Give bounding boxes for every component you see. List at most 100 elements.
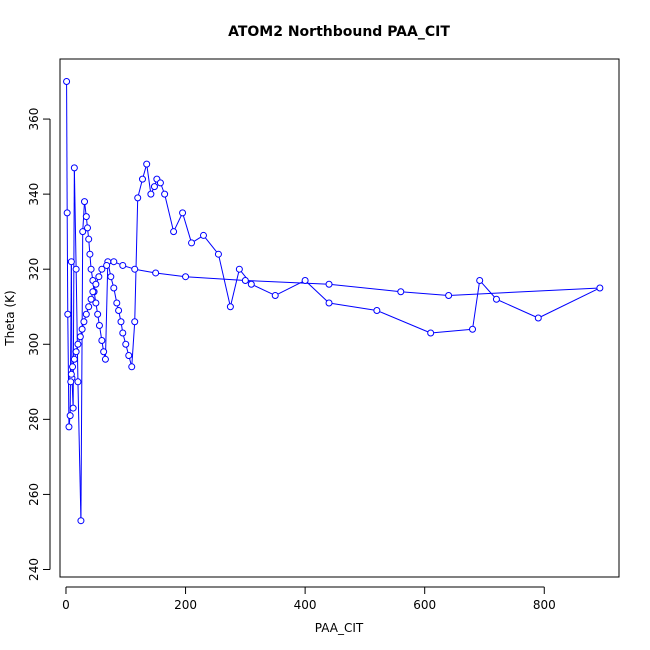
data-point: [85, 303, 93, 311]
y-tick-label: 300: [27, 333, 41, 356]
data-point: [70, 355, 78, 363]
series-line-segment: [66, 81, 68, 213]
series-line-segment: [134, 268, 156, 274]
series-line-segment: [75, 269, 79, 382]
series-line-segment: [304, 280, 330, 304]
data-point: [65, 423, 73, 431]
data-point: [92, 299, 100, 307]
data-point: [74, 378, 82, 386]
data-point: [150, 183, 158, 191]
data-point: [80, 318, 88, 326]
data-point: [147, 190, 155, 198]
data-point: [100, 348, 108, 356]
data-point: [156, 179, 164, 187]
data-point: [67, 378, 75, 386]
series-line-segment: [400, 291, 449, 296]
y-tick-label: 340: [27, 183, 41, 206]
data-point: [199, 231, 207, 239]
data-point: [92, 280, 100, 288]
series-line-segment: [80, 231, 84, 521]
series-line-segment: [430, 328, 473, 334]
data-point: [247, 280, 255, 288]
series-line-segment: [328, 302, 377, 311]
data-point: [69, 363, 77, 371]
data-point: [170, 228, 178, 236]
data-point: [427, 329, 435, 337]
series-line-segment: [217, 254, 231, 307]
data-point: [119, 261, 127, 269]
data-point: [113, 299, 121, 307]
series-line-segment: [229, 269, 240, 307]
data-point: [63, 78, 71, 86]
data-point: [72, 348, 80, 356]
data-point: [139, 175, 147, 183]
data-point: [445, 291, 453, 299]
data-point: [325, 299, 333, 307]
data-point: [82, 310, 90, 318]
data-point: [77, 517, 85, 525]
data-point: [117, 318, 125, 326]
data-point: [89, 288, 97, 296]
data-point: [534, 314, 542, 322]
data-point: [95, 273, 103, 281]
y-axis: 240 260 280 300 320 340 360: [27, 108, 51, 581]
y-tick-label: 280: [27, 408, 41, 431]
series-line-segment: [376, 310, 431, 334]
data-point: [469, 325, 477, 333]
x-tick-label: 0: [62, 598, 70, 612]
data-point: [63, 209, 71, 217]
data-point: [188, 239, 196, 247]
chart-title: ATOM2 Northbound PAA_CIT: [228, 24, 450, 40]
data-point: [131, 265, 139, 273]
data-point: [115, 306, 123, 314]
data-point: [476, 276, 484, 284]
data-point: [143, 160, 151, 168]
series-line-segment: [131, 321, 136, 367]
data-point: [76, 333, 84, 341]
data-point: [87, 265, 95, 273]
data-point: [87, 295, 95, 303]
series-line-segment: [479, 280, 497, 300]
data-point: [95, 322, 103, 330]
data-point: [119, 329, 127, 337]
y-tick-label: 260: [27, 483, 41, 506]
data-point: [98, 337, 106, 345]
data-point: [72, 265, 80, 273]
data-point: [226, 303, 234, 311]
data-point: [179, 209, 187, 217]
data-point: [78, 325, 86, 333]
series-line-segment: [251, 283, 276, 296]
data-point: [67, 370, 75, 378]
series-line-segment: [73, 167, 77, 270]
data-point: [241, 276, 249, 284]
data-point: [134, 194, 142, 202]
data-point: [103, 261, 111, 269]
series-line-segment: [134, 197, 139, 322]
series-line-segment: [104, 261, 109, 360]
data-point: [66, 412, 74, 420]
series-line-segment: [496, 298, 539, 319]
data-point: [271, 291, 279, 299]
data-point: [67, 258, 75, 266]
data-point: [79, 228, 87, 236]
data-point: [161, 190, 169, 198]
series-line-segment: [182, 212, 193, 244]
series-line-segment: [203, 235, 219, 255]
data-point: [81, 198, 89, 206]
data-point: [69, 404, 77, 412]
data-point: [64, 310, 72, 318]
y-tick-label: 360: [27, 108, 41, 131]
series-line-segment: [185, 276, 246, 281]
series-line-segment: [448, 287, 600, 296]
data-point: [86, 250, 94, 258]
y-tick-label: 320: [27, 258, 41, 281]
data-point: [110, 258, 118, 266]
data-point: [128, 363, 136, 371]
data-point: [131, 318, 139, 326]
data-point: [107, 273, 115, 281]
data-point: [397, 288, 405, 296]
data-point: [182, 273, 190, 281]
series-line-segment: [67, 314, 70, 427]
series-line-segment: [472, 280, 481, 330]
